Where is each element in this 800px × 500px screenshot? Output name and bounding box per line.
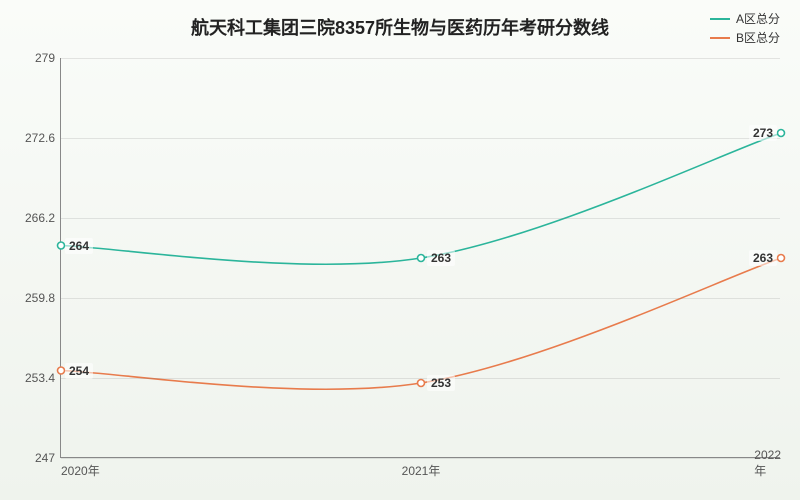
data-point xyxy=(58,367,65,374)
gridline xyxy=(61,138,780,139)
point-label: 253 xyxy=(427,375,455,391)
x-tick-label: 2020年 xyxy=(61,462,100,479)
gridline xyxy=(61,58,780,59)
point-label: 254 xyxy=(65,363,93,379)
gridline xyxy=(61,378,780,379)
chart-svg xyxy=(61,58,780,457)
data-point xyxy=(778,130,785,137)
legend-label-b: B区总分 xyxy=(736,29,780,46)
legend-item-a: A区总分 xyxy=(710,10,780,27)
data-point xyxy=(778,255,785,262)
y-tick-label: 253.4 xyxy=(13,371,55,385)
legend-swatch-b xyxy=(710,37,730,39)
y-tick-label: 259.8 xyxy=(13,291,55,305)
line-chart: 航天科工集团三院8357所生物与医药历年考研分数线 A区总分 B区总分 2472… xyxy=(0,0,800,500)
series-line xyxy=(61,133,781,264)
legend-label-a: A区总分 xyxy=(736,10,780,27)
point-label: 263 xyxy=(749,250,777,266)
y-tick-label: 247 xyxy=(13,451,55,465)
gridline xyxy=(61,218,780,219)
legend-item-b: B区总分 xyxy=(710,29,780,46)
plot-area: 247253.4259.8266.2272.62792020年2021年2022… xyxy=(60,58,780,458)
data-point xyxy=(418,380,425,387)
y-tick-label: 266.2 xyxy=(13,211,55,225)
gridline xyxy=(61,458,780,459)
gridline xyxy=(61,298,780,299)
x-tick-label: 2022年 xyxy=(754,448,781,479)
chart-title: 航天科工集团三院8357所生物与医药历年考研分数线 xyxy=(0,14,800,40)
data-point xyxy=(58,242,65,249)
y-tick-label: 272.6 xyxy=(13,131,55,145)
point-label: 273 xyxy=(749,125,777,141)
data-point xyxy=(418,255,425,262)
series-line xyxy=(61,258,781,389)
legend-swatch-a xyxy=(710,18,730,20)
y-tick-label: 279 xyxy=(13,51,55,65)
point-label: 264 xyxy=(65,238,93,254)
legend: A区总分 B区总分 xyxy=(710,10,780,48)
point-label: 263 xyxy=(427,250,455,266)
x-tick-label: 2021年 xyxy=(402,462,441,479)
